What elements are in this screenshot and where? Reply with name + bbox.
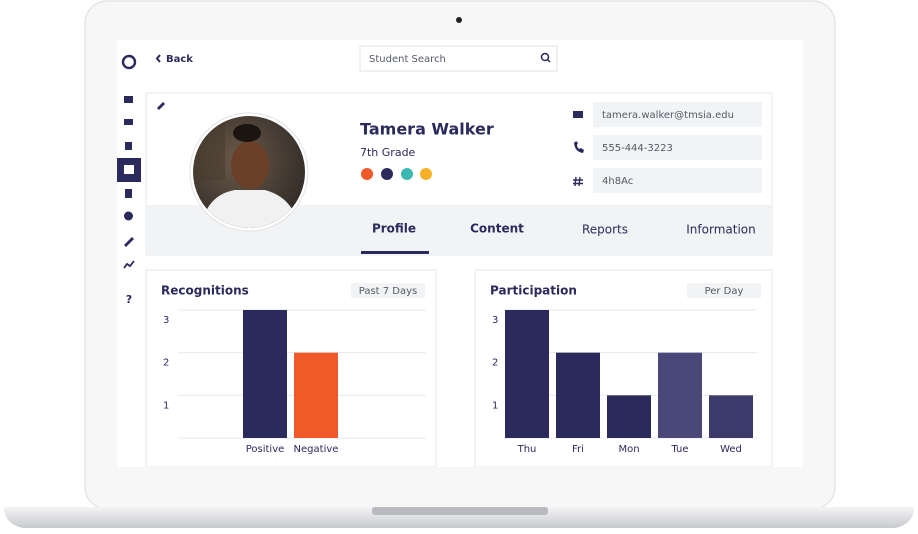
phone-icon: [574, 141, 584, 153]
filter-button[interactable]: [351, 283, 425, 298]
email-field: [593, 102, 762, 127]
phone-field: [593, 135, 762, 160]
x-tick-label: Fri: [572, 444, 584, 455]
laptop-base: [4, 507, 914, 528]
search-placeholder: Student Search: [369, 54, 446, 65]
y-tick-label: 3: [492, 315, 498, 326]
bookmark-icon[interactable]: [125, 189, 132, 198]
bar: [243, 310, 287, 438]
filter-label: Past 7 Days: [359, 286, 418, 297]
screen-bottom-bezel: [117, 467, 803, 505]
y-tick-label: 2: [492, 358, 498, 369]
x-tick-label: Tue: [670, 444, 688, 455]
edit-icon[interactable]: [157, 102, 165, 110]
chart-icon[interactable]: [123, 260, 135, 269]
tab[interactable]: Reports: [582, 223, 628, 237]
bar: [607, 395, 651, 438]
chart-title: Participation: [490, 284, 577, 298]
hash-icon: [573, 176, 583, 187]
pencil-icon[interactable]: [124, 237, 134, 247]
search-icon[interactable]: [540, 52, 550, 62]
laptop-notch: [372, 507, 548, 515]
phone: 555-444-3223: [602, 143, 673, 154]
list-icon[interactable]: [124, 119, 133, 125]
book-icon[interactable]: [125, 142, 132, 150]
status-dot: [361, 168, 373, 180]
search-icon-handle: [546, 58, 551, 63]
bar: [294, 352, 338, 438]
student-name: Tamera Walker: [360, 120, 494, 139]
email: tamera.walker@tmsia.edu: [602, 110, 734, 121]
help-icon[interactable]: ?: [126, 293, 132, 306]
filter-button[interactable]: [687, 283, 761, 298]
bar: [658, 352, 702, 438]
camera: [456, 17, 462, 23]
sidebar: ?: [117, 54, 141, 306]
y-tick-label: 1: [163, 400, 169, 411]
home-icon[interactable]: [124, 96, 133, 103]
x-tick-label: Positive: [246, 444, 285, 455]
x-tick-label: Wed: [720, 444, 742, 455]
y-tick-label: 3: [163, 315, 169, 326]
student-id: 4h8Ac: [602, 176, 633, 187]
tab[interactable]: Content: [470, 222, 524, 236]
search-box[interactable]: [359, 45, 558, 72]
status-dot: [420, 168, 432, 180]
bar: [505, 310, 549, 438]
x-tick-label: Thu: [517, 444, 537, 455]
x-tick-label: Mon: [618, 444, 639, 455]
y-tick-label: 2: [163, 358, 169, 369]
active-tab-underline: [361, 251, 429, 254]
x-tick-label: Negative: [294, 444, 339, 455]
back-chevron: [155, 54, 161, 63]
student-grade: 7th Grade: [360, 146, 416, 159]
status-dot: [381, 168, 393, 180]
id-field: [593, 168, 762, 193]
bar: [709, 395, 753, 438]
bar: [556, 352, 600, 438]
circle-icon[interactable]: [124, 211, 133, 221]
tab[interactable]: Profile: [372, 222, 416, 236]
chart-title: Recognitions: [161, 284, 249, 298]
logo: [121, 54, 137, 70]
y-tick-label: 1: [492, 400, 498, 411]
back-link[interactable]: Back: [166, 54, 193, 65]
bank-icon: [124, 165, 134, 174]
status-dot: [401, 168, 413, 180]
tab[interactable]: Information: [686, 223, 755, 237]
filter-label: Per Day: [705, 286, 744, 297]
chart-card: [145, 269, 437, 468]
email-icon: [573, 111, 583, 118]
